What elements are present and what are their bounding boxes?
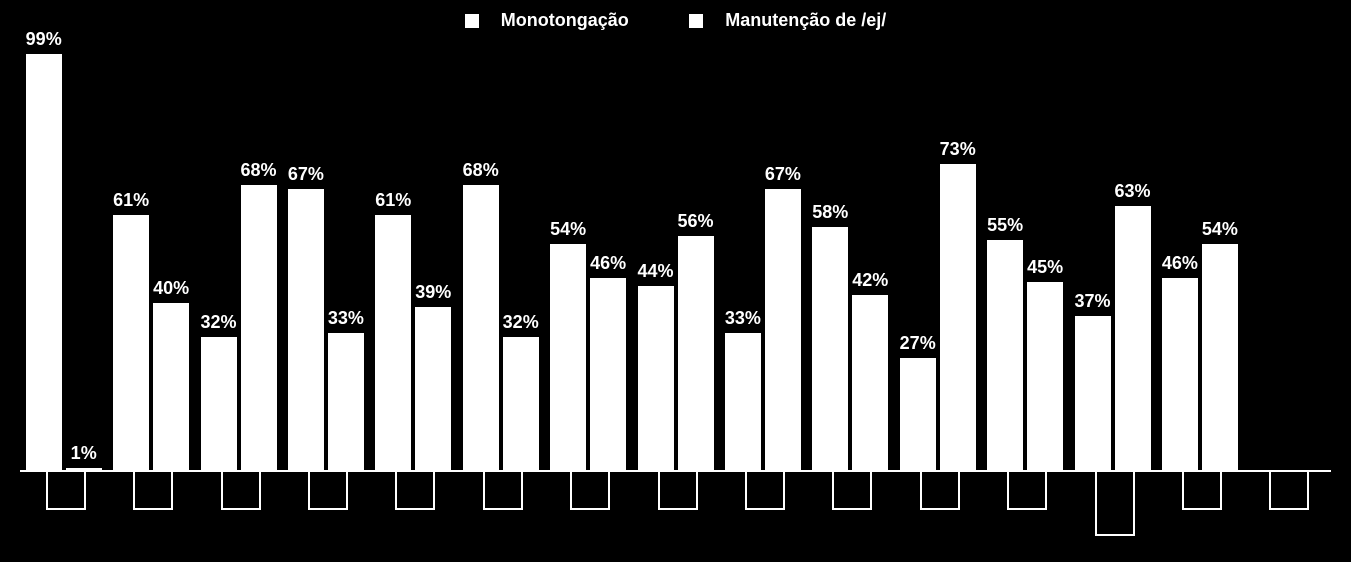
legend: Monotongação Manutenção de /ej/ <box>0 10 1351 31</box>
bar-label: 33% <box>725 308 761 329</box>
bar-series-1 <box>678 236 714 472</box>
bar-series-0 <box>987 240 1023 472</box>
legend-item: Manutenção de /ej/ <box>675 10 900 31</box>
bar-series-0 <box>900 358 936 472</box>
x-tick-box <box>483 472 523 510</box>
bar-series-0 <box>812 227 848 472</box>
bar-series-0 <box>26 54 62 472</box>
legend-label: Manutenção de /ej/ <box>725 10 886 31</box>
bar-series-1 <box>241 185 277 472</box>
bar-label: 54% <box>1202 219 1238 240</box>
legend-swatch-icon <box>689 14 703 28</box>
bar-label: 54% <box>550 219 586 240</box>
x-tick-box <box>658 472 698 510</box>
bar-label: 55% <box>987 215 1023 236</box>
bar-series-0 <box>1075 316 1111 472</box>
bar-label: 56% <box>677 211 713 232</box>
x-tick-box <box>832 472 872 510</box>
bar-label: 45% <box>1027 257 1063 278</box>
bar-label: 61% <box>375 190 411 211</box>
bar-label: 32% <box>503 312 539 333</box>
bar-series-1 <box>590 278 626 472</box>
bar-series-1 <box>765 189 801 472</box>
bar-label: 58% <box>812 202 848 223</box>
bar-series-1 <box>415 307 451 472</box>
bar-label: 67% <box>288 164 324 185</box>
bar-series-1 <box>1027 282 1063 472</box>
bar-series-0 <box>550 244 586 472</box>
x-tick-box <box>133 472 173 510</box>
bar-label: 42% <box>852 270 888 291</box>
bar-series-0 <box>375 215 411 472</box>
legend-swatch-icon <box>465 14 479 28</box>
bar-label: 40% <box>153 278 189 299</box>
bar-series-1 <box>328 333 364 472</box>
legend-item: Monotongação <box>451 10 643 31</box>
bar-label: 37% <box>1074 291 1110 312</box>
bar-label: 46% <box>590 253 626 274</box>
bar-series-1 <box>940 164 976 472</box>
x-tick-box <box>1095 472 1135 536</box>
bar-series-0 <box>1162 278 1198 472</box>
bar-label: 68% <box>463 160 499 181</box>
bar-label: 68% <box>240 160 276 181</box>
x-ticks <box>20 472 1331 562</box>
bar-label: 44% <box>637 261 673 282</box>
x-tick-box <box>46 472 86 510</box>
bar-series-0 <box>638 286 674 472</box>
chart-root: Monotongação Manutenção de /ej/ 99% 1% 61%… <box>0 0 1351 562</box>
x-tick-box <box>745 472 785 510</box>
x-tick-box <box>1269 472 1309 510</box>
bar-label: 1% <box>71 443 97 464</box>
bar-series-1 <box>153 303 189 472</box>
bar-series-0 <box>201 337 237 472</box>
bar-label: 73% <box>940 139 976 160</box>
x-tick-box <box>1007 472 1047 510</box>
bar-label: 46% <box>1162 253 1198 274</box>
bar-series-0 <box>463 185 499 472</box>
bar-series-0 <box>288 189 324 472</box>
bar-label: 32% <box>200 312 236 333</box>
plot-area: 99%1%61%40%32%68%67%33%61%39%68%32%54%46… <box>20 50 1331 472</box>
x-tick-box <box>570 472 610 510</box>
bar-label: 27% <box>900 333 936 354</box>
x-tick-box <box>1182 472 1222 510</box>
x-tick-box <box>920 472 960 510</box>
bar-series-1 <box>503 337 539 472</box>
x-tick-box <box>395 472 435 510</box>
bar-label: 61% <box>113 190 149 211</box>
bar-series-0 <box>113 215 149 472</box>
bar-label: 63% <box>1114 181 1150 202</box>
bar-series-0 <box>725 333 761 472</box>
x-tick-box <box>308 472 348 510</box>
x-tick-box <box>221 472 261 510</box>
legend-label: Monotongação <box>501 10 629 31</box>
bar-label: 99% <box>26 29 62 50</box>
bar-series-1 <box>852 295 888 472</box>
bar-label: 33% <box>328 308 364 329</box>
bar-label: 39% <box>415 282 451 303</box>
bar-series-1 <box>1115 206 1151 472</box>
bar-label: 67% <box>765 164 801 185</box>
bar-series-1 <box>1202 244 1238 472</box>
